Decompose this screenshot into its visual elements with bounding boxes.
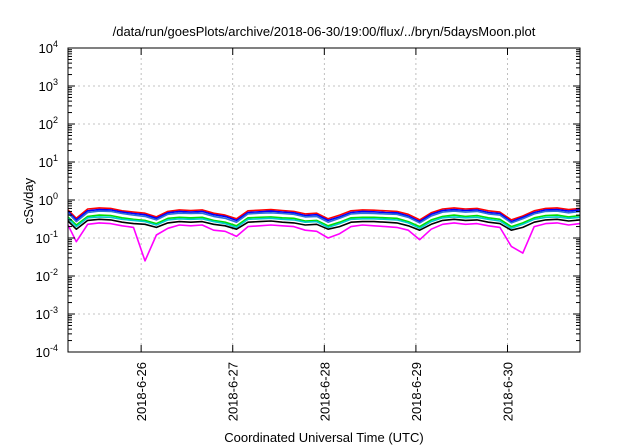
x-tick-label: 2018-6-27 — [226, 362, 241, 421]
x-tick-label: 2018-6-28 — [317, 362, 332, 421]
y-tick-label: 104 — [39, 39, 58, 56]
y-axis-label: cSv/day — [21, 177, 36, 224]
x-tick-label: 2018-6-26 — [134, 362, 149, 421]
series-line-2 — [67, 208, 581, 223]
series-lines — [67, 207, 581, 262]
series-line-6 — [67, 218, 581, 231]
y-tick-label: 10-2 — [36, 267, 58, 284]
y-tick-label: 10-3 — [36, 305, 58, 322]
y-tick-labels: 10-4 10-3 10-2 10-1 100 101 102 103 104 — [36, 39, 58, 360]
y-tick-label: 10-1 — [36, 229, 58, 246]
x-tick-label: 2018-6-30 — [500, 362, 515, 421]
grid-lines — [68, 48, 580, 352]
x-tick-labels: 2018-6-26 2018-6-27 2018-6-28 2018-6-29 2018… — [134, 362, 515, 421]
tick-marks — [68, 47, 580, 353]
y-tick-label: 101 — [39, 153, 58, 170]
y-tick-label: 100 — [39, 191, 58, 208]
y-tick-label: 103 — [39, 77, 58, 94]
x-axis-label: Coordinated Universal Time (UTC) — [224, 430, 423, 445]
series-line-4 — [67, 214, 581, 228]
series-line-5 — [67, 216, 581, 230]
series-line-3 — [67, 210, 581, 224]
x-tick-label: 2018-6-29 — [409, 362, 424, 421]
y-tick-label: 10-4 — [36, 343, 58, 360]
series-line-7 — [67, 222, 581, 262]
series-line-1 — [67, 207, 581, 221]
y-tick-label: 102 — [39, 115, 58, 132]
chart-title: /data/run/goesPlots/archive/2018-06-30/1… — [113, 24, 536, 39]
